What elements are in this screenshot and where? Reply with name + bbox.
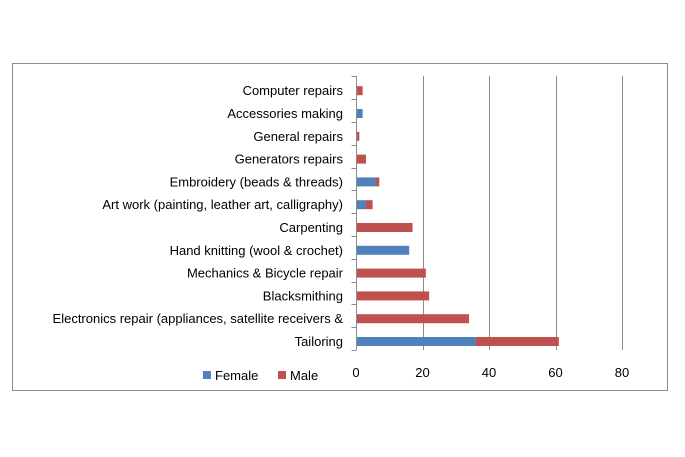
x-tick-label-60: 60	[548, 365, 562, 380]
bar-male-11	[356, 86, 363, 96]
bars	[356, 86, 559, 346]
category-label-1: Electronics repair (appliances, satellit…	[53, 311, 344, 326]
category-label-4: Hand knitting (wool & crochet)	[170, 243, 343, 258]
bar-female-10	[356, 109, 363, 118]
x-tick-label-40: 40	[482, 365, 496, 380]
category-label-6: Art work (painting, leather art, calligr…	[102, 197, 343, 212]
category-label-3: Mechanics & Bicycle repair	[187, 266, 344, 281]
category-label-11: Computer repairs	[243, 83, 344, 98]
axes	[351, 76, 357, 351]
category-label-5: Carpenting	[279, 220, 343, 235]
x-tick-labels: 0 20 40 60 80	[352, 365, 629, 380]
bar-male-5	[356, 223, 413, 232]
x-tick-label-20: 20	[415, 365, 429, 380]
legend-swatch-male	[278, 371, 286, 379]
x-tick-label-0: 0	[352, 365, 359, 380]
legend: Female Male	[203, 368, 318, 383]
category-label-2: Blacksmithing	[263, 288, 343, 303]
bar-male-7	[375, 177, 380, 187]
bar-female-4	[356, 245, 410, 255]
bar-female-7	[356, 177, 376, 187]
category-label-7: Embroidery (beads & threads)	[170, 174, 343, 189]
category-label-0: Tailoring	[295, 334, 343, 349]
gridlines	[423, 76, 623, 350]
category-label-8: Generators repairs	[235, 152, 344, 167]
bar-male-8	[356, 154, 366, 164]
legend-label-female: Female	[215, 368, 258, 383]
bar-female-6	[356, 200, 366, 210]
category-label-10: Accessories making	[227, 106, 343, 121]
category-labels: Tailoring Electronics repair (appliances,…	[53, 83, 344, 349]
bar-male-9	[356, 131, 360, 141]
legend-swatch-female	[203, 371, 211, 379]
bar-chart: Tailoring Electronics repair (appliances,…	[53, 76, 629, 383]
category-label-9: General repairs	[253, 129, 343, 144]
bar-male-0	[475, 337, 559, 346]
legend-label-male: Male	[290, 368, 318, 383]
bar-male-6	[365, 200, 373, 210]
bar-female-0	[356, 337, 476, 346]
x-tick-label-80: 80	[615, 365, 629, 380]
bar-male-1	[356, 314, 470, 324]
chart-frame: Tailoring Electronics repair (appliances,…	[12, 63, 668, 391]
bar-male-2	[356, 291, 430, 301]
bar-male-3	[356, 268, 426, 278]
